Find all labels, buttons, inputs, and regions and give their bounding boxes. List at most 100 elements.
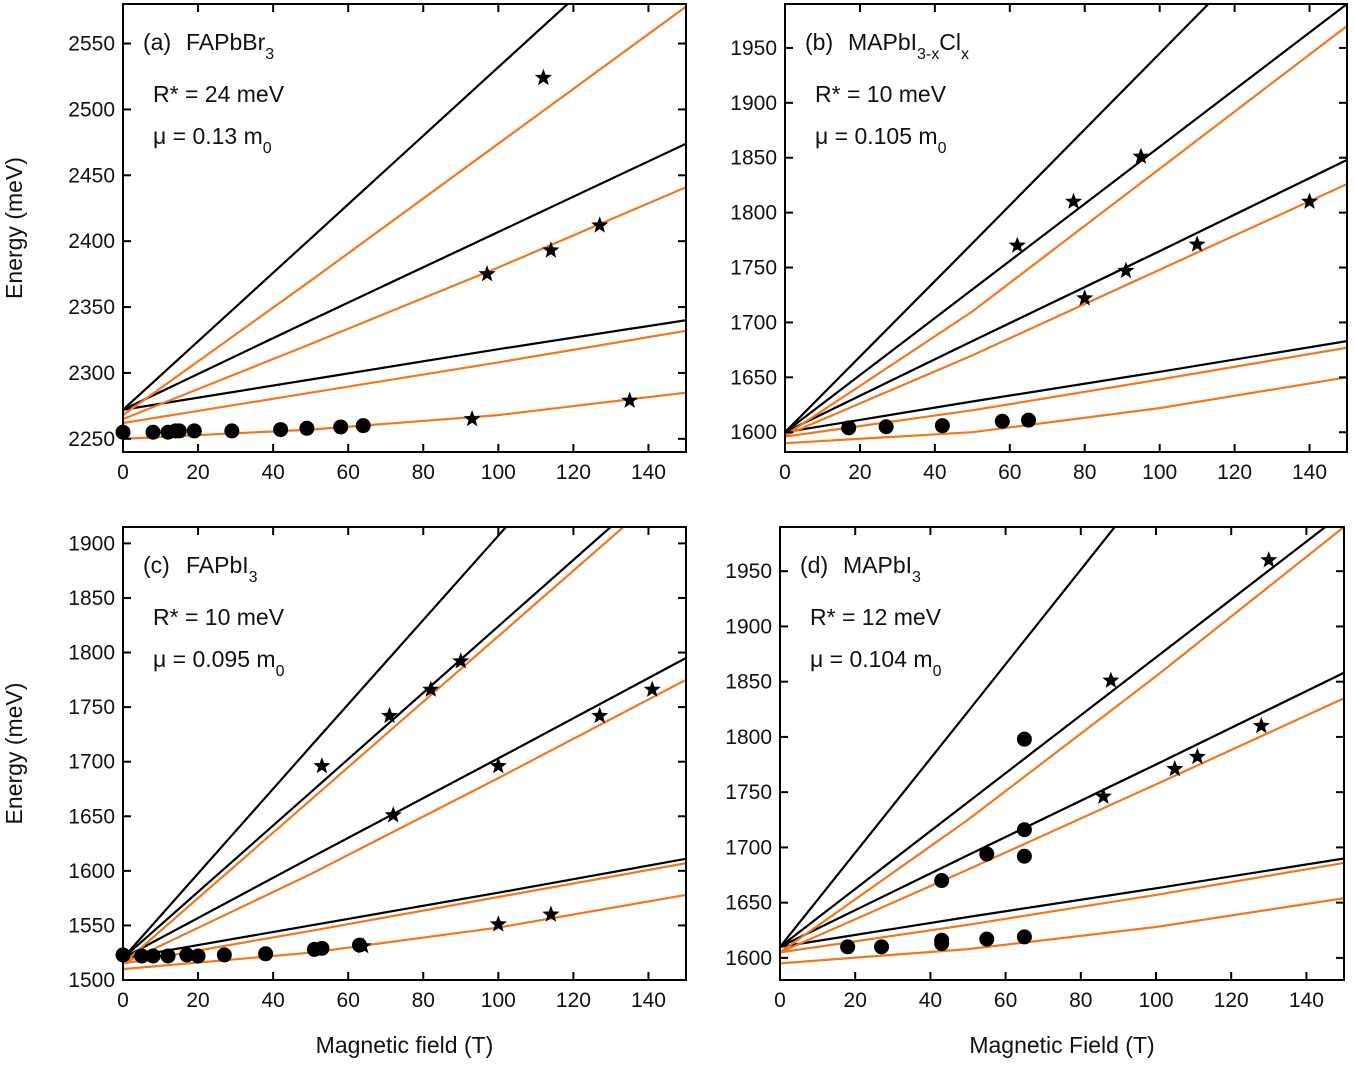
data-point-circle	[134, 948, 150, 964]
material: MAPbI3-xClx	[848, 29, 969, 63]
mu: μ = 0.104 m0	[810, 646, 942, 680]
x-tick-label: 140	[1289, 989, 1324, 1012]
mu-part: μ = 0.105 m	[815, 123, 938, 149]
y-tick-label: 1600	[730, 421, 777, 444]
y-tick-label: 1850	[68, 587, 115, 610]
mu-part: 0	[933, 663, 942, 680]
data-point-star	[1301, 192, 1319, 209]
x-tick-label: 80	[1073, 461, 1096, 484]
x-tick-label: 40	[261, 989, 284, 1012]
model-line	[785, 183, 1347, 437]
data-point-star	[621, 391, 639, 408]
y-tick-label: 1750	[68, 696, 115, 719]
y-tick-label: 2450	[68, 164, 115, 187]
y-tick-label: 1700	[725, 836, 772, 859]
data-point-circle	[145, 424, 161, 440]
y-tick-label: 2400	[68, 230, 115, 253]
panel: 0 20 40 60 80 100 120 140 1600 1650 1700 1750 1800 18…	[730, 3, 1348, 484]
data-point-star	[1064, 192, 1083, 209]
x-axis-label: Magnetic field (T)	[316, 1032, 494, 1058]
x-tick-label: 120	[556, 989, 591, 1012]
panel: 0 20 40 60 80 100 120 140 1600 1650 1700 1750 1800 18…	[725, 526, 1345, 1058]
model-line	[785, 376, 1347, 445]
y-tick-label: 1850	[730, 147, 777, 170]
panel: 0 20 40 60 80 100 120 140 1500 1550 1600 1650 1700 17…	[1, 526, 687, 1058]
model-line	[123, 5, 686, 416]
model-line	[123, 862, 686, 965]
x-tick-label: 20	[848, 461, 871, 484]
data-point-circle	[934, 873, 950, 889]
data-point-star	[463, 410, 481, 427]
material-part: 3	[912, 569, 921, 586]
data-point-star	[1076, 289, 1094, 306]
material-part: MAPbI	[843, 552, 912, 578]
data-point-star	[313, 757, 331, 774]
x-tick-label: 0	[779, 461, 791, 484]
plot-frame	[122, 3, 687, 453]
data-point-circle	[934, 418, 950, 434]
data-point-star	[452, 652, 470, 669]
data-point-circle	[994, 413, 1010, 429]
x-tick-label: 0	[117, 461, 129, 484]
data-point-circle	[841, 420, 857, 436]
data-point-star	[1260, 551, 1278, 568]
model-line	[780, 697, 1344, 954]
data-point-circle	[355, 418, 371, 434]
model-line	[123, 391, 686, 440]
model-line	[123, 527, 508, 959]
y-axis-label: Energy (meV)	[1, 683, 27, 825]
model-line	[785, 346, 1347, 438]
x-tick-label: 40	[923, 461, 946, 484]
data-point-star	[1166, 760, 1184, 777]
material: MAPbI3	[843, 552, 921, 586]
data-point-star	[542, 241, 560, 258]
panel-label: (c)	[143, 552, 170, 578]
data-point-circle	[273, 422, 289, 438]
y-tick-label: 1950	[730, 37, 777, 60]
y-tick-label: 1800	[730, 202, 777, 225]
data-point-star	[591, 216, 609, 233]
data-point-star	[542, 905, 560, 922]
model-line	[785, 4, 1347, 434]
data-point-circle	[1016, 731, 1032, 747]
x-tick-label: 140	[1292, 461, 1327, 484]
panel-label: (d)	[800, 552, 828, 578]
panel-label: (b)	[805, 29, 833, 55]
x-axis-label: Magnetic Field (T)	[969, 1032, 1154, 1058]
x-tick-label: 20	[186, 461, 209, 484]
model-line	[123, 186, 686, 421]
x-tick-label: 0	[117, 989, 129, 1012]
plot-frame	[784, 3, 1348, 453]
model-line	[785, 158, 1347, 434]
model-line	[123, 893, 686, 971]
data-point-star	[1188, 235, 1206, 252]
x-tick-label: 40	[261, 461, 284, 484]
material-part: 3	[265, 46, 274, 63]
x-tick-label: 100	[1142, 461, 1177, 484]
y-tick-label: 1900	[68, 532, 115, 555]
x-tick-label: 60	[337, 461, 360, 484]
model-line	[785, 25, 1347, 437]
model-line	[123, 527, 613, 960]
data-point-circle	[934, 932, 950, 948]
x-tick-label: 60	[337, 989, 360, 1012]
data-point-star	[422, 680, 440, 697]
data-point-circle	[1016, 929, 1032, 945]
r-star: R* = 10 meV	[815, 81, 947, 107]
x-tick-label: 120	[1214, 989, 1249, 1012]
y-tick-label: 1750	[725, 781, 772, 804]
model-line	[780, 671, 1344, 948]
data-point-circle	[1016, 822, 1032, 838]
y-tick-label: 1900	[730, 92, 777, 115]
data-point-star	[1102, 671, 1120, 688]
x-tick-label: 60	[994, 989, 1017, 1012]
model-line	[123, 329, 686, 425]
model-line	[123, 4, 570, 411]
model-line	[123, 678, 686, 965]
data-point-star	[534, 68, 552, 86]
model-line	[780, 527, 1328, 948]
y-axis-label: Energy (meV)	[1, 157, 27, 299]
material: FAPbBr3	[186, 29, 274, 63]
material-part: 3-x	[917, 46, 939, 63]
